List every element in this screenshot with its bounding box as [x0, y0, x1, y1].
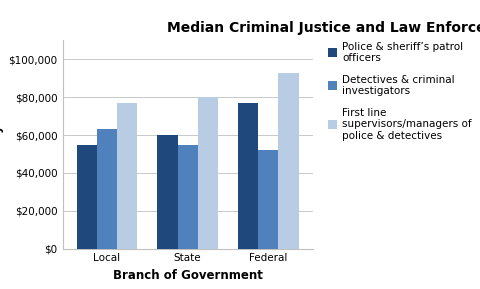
- Bar: [238, 103, 258, 249]
- Y-axis label: Salary: Salary: [0, 123, 3, 166]
- X-axis label: Branch of Government: Branch of Government: [112, 269, 262, 282]
- Bar: [157, 135, 177, 249]
- Bar: [278, 73, 298, 249]
- Bar: [96, 129, 117, 249]
- Bar: [76, 144, 96, 249]
- Bar: [197, 97, 217, 249]
- Legend: Police & sheriff’s patrol
officers, Detectives & criminal
investigators, First l: Police & sheriff’s patrol officers, Dete…: [327, 42, 471, 141]
- Title: Median Criminal Justice and Law Enforcement Wages: Median Criminal Justice and Law Enforcem…: [167, 21, 480, 35]
- Bar: [117, 103, 137, 249]
- Bar: [177, 144, 197, 249]
- Bar: [258, 150, 278, 249]
